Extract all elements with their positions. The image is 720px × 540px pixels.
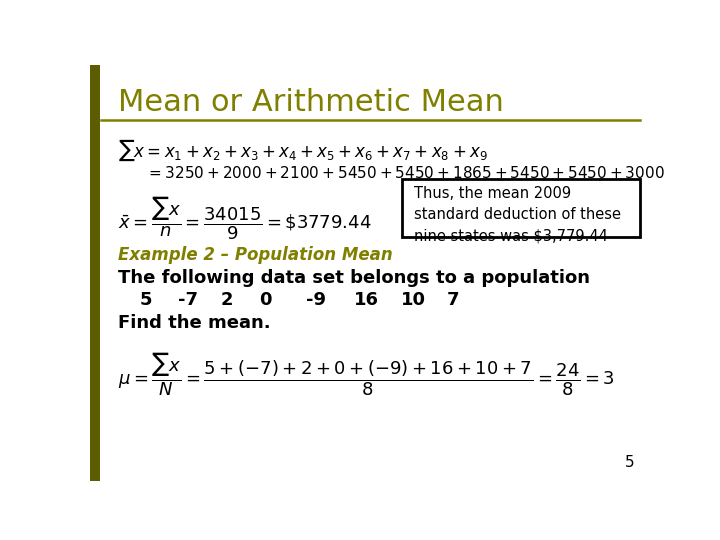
Text: $\bar{x} = \dfrac{\sum x}{n} = \dfrac{34015}{9} = \$3779.44$: $\bar{x} = \dfrac{\sum x}{n} = \dfrac{34… bbox=[118, 196, 372, 242]
Text: 2: 2 bbox=[220, 292, 233, 309]
Text: The following data set belongs to a population: The following data set belongs to a popu… bbox=[118, 268, 590, 287]
Text: -9: -9 bbox=[306, 292, 326, 309]
Text: $\sum x = x_1 + x_2 + x_3 + x_4 + x_5 + x_6 + x_7 + x_8 + x_9$: $\sum x = x_1 + x_2 + x_3 + x_4 + x_5 + … bbox=[118, 138, 487, 163]
FancyBboxPatch shape bbox=[402, 179, 639, 238]
Text: Example 2 – Population Mean: Example 2 – Population Mean bbox=[118, 246, 392, 264]
Text: -7: -7 bbox=[178, 292, 198, 309]
Text: Find the mean.: Find the mean. bbox=[118, 314, 271, 332]
Text: 5: 5 bbox=[140, 292, 152, 309]
Text: 0: 0 bbox=[259, 292, 272, 309]
Text: Mean or Arithmetic Mean: Mean or Arithmetic Mean bbox=[118, 87, 504, 117]
Bar bbox=[90, 65, 100, 481]
Text: 7: 7 bbox=[446, 292, 459, 309]
Text: 16: 16 bbox=[354, 292, 379, 309]
Text: $\mu = \dfrac{\sum x}{N} = \dfrac{5+(-7)+2+0+(-9)+16+10+7}{8} = \dfrac{24}{8} = : $\mu = \dfrac{\sum x}{N} = \dfrac{5+(-7)… bbox=[118, 352, 615, 399]
Text: $= 3250 + 2000 + 2100 + 5450 + 5450 + 1865 + 5450 + 5450 + 3000$: $= 3250 + 2000 + 2100 + 5450 + 5450 + 18… bbox=[145, 165, 665, 180]
Text: 10: 10 bbox=[401, 292, 426, 309]
Text: Thus, the mean 2009
standard deduction of these
nine states was $3,779.44: Thus, the mean 2009 standard deduction o… bbox=[413, 186, 621, 243]
Text: 5: 5 bbox=[624, 455, 634, 470]
